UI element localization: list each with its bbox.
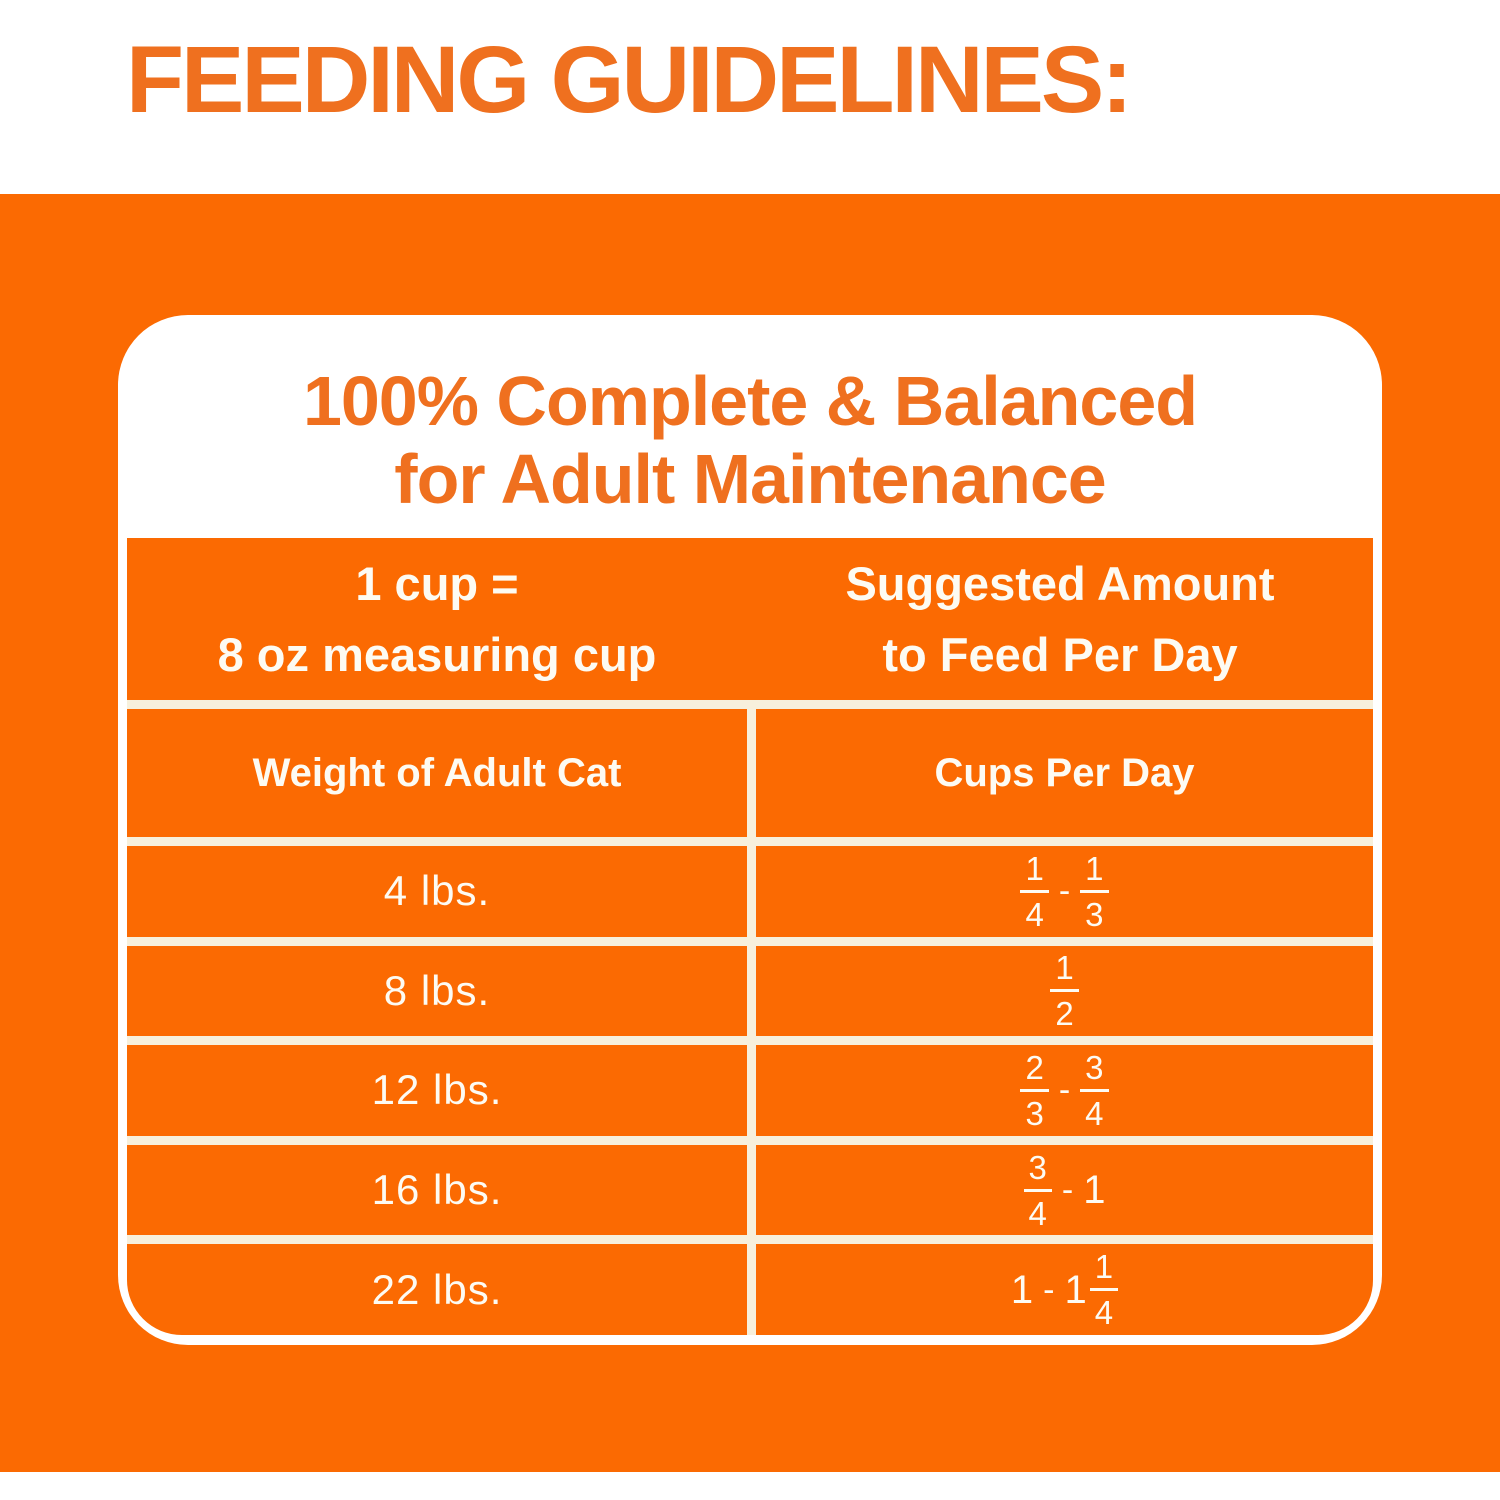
fraction-numerator: 1 <box>1025 849 1044 887</box>
fraction-numerator: 2 <box>1025 1048 1044 1086</box>
weight-cell: 12 lbs. <box>127 1045 747 1136</box>
header-cup-definition-line1: 1 cup = <box>355 556 519 610</box>
card-heading: 100% Complete & Balanced for Adult Maint… <box>118 362 1382 518</box>
header-suggested-amount-line2: to Feed Per Day <box>882 628 1238 681</box>
weight-cell: 4 lbs. <box>127 846 747 937</box>
fraction-numerator: 1 <box>1085 849 1104 887</box>
fraction-denominator: 3 <box>1080 889 1109 931</box>
fraction-numerator: 1 <box>1055 949 1074 987</box>
whole-number: 1 <box>1064 1267 1087 1312</box>
fraction-denominator: 4 <box>1089 1288 1119 1329</box>
fraction-numerator: 3 <box>1028 1148 1047 1186</box>
fraction-denominator: 2 <box>1050 989 1079 1030</box>
table-header-row: 1 cup = 8 oz measuring cup Suggested Amo… <box>127 538 1373 700</box>
card-heading-line1: 100% Complete & Balanced <box>302 362 1198 440</box>
weight-cell: 8 lbs. <box>127 945 747 1037</box>
fraction-denominator: 4 <box>1020 889 1049 931</box>
fraction-numerator: 3 <box>1085 1048 1104 1086</box>
whole-number: 1 <box>1010 1267 1034 1312</box>
table-subheader-row: Weight of Adult Cat Cups Per Day <box>127 709 1373 837</box>
range-dash: - <box>1058 1071 1071 1110</box>
range-dash: - <box>1058 872 1071 911</box>
top-banner: FEEDING GUIDELINES: <box>0 0 1500 194</box>
range-dash: - <box>1061 1171 1074 1210</box>
header-cup-definition: 1 cup = 8 oz measuring cup <box>127 538 747 700</box>
guidelines-card: 100% Complete & Balanced for Adult Maint… <box>118 315 1382 1345</box>
column-header-weight: Weight of Adult Cat <box>127 709 747 837</box>
column-header-cups: Cups Per Day <box>756 709 1373 837</box>
fraction-numerator: 1 <box>1094 1248 1114 1286</box>
range-dash: - <box>1043 1270 1055 1309</box>
fraction-denominator: 4 <box>1023 1188 1052 1230</box>
orange-background: 100% Complete & Balanced for Adult Maint… <box>0 194 1500 1472</box>
fraction-denominator: 4 <box>1080 1088 1109 1130</box>
weight-cell: 16 lbs. <box>127 1144 747 1236</box>
header-suggested-amount: Suggested Amount to Feed Per Day <box>747 538 1373 700</box>
header-cup-definition-line2: 8 oz measuring cup <box>217 628 657 681</box>
header-suggested-amount-line1: Suggested Amount <box>845 556 1275 610</box>
card-heading-line2: for Adult Maintenance <box>394 439 1106 518</box>
page-title: FEEDING GUIDELINES: <box>126 27 1133 133</box>
whole-number: 1 <box>1083 1168 1106 1213</box>
feeding-table: 1 cup = 8 oz measuring cup Suggested Amo… <box>127 538 1373 1335</box>
weight-cell: 22 lbs. <box>127 1244 747 1335</box>
fraction-denominator: 3 <box>1020 1088 1049 1130</box>
